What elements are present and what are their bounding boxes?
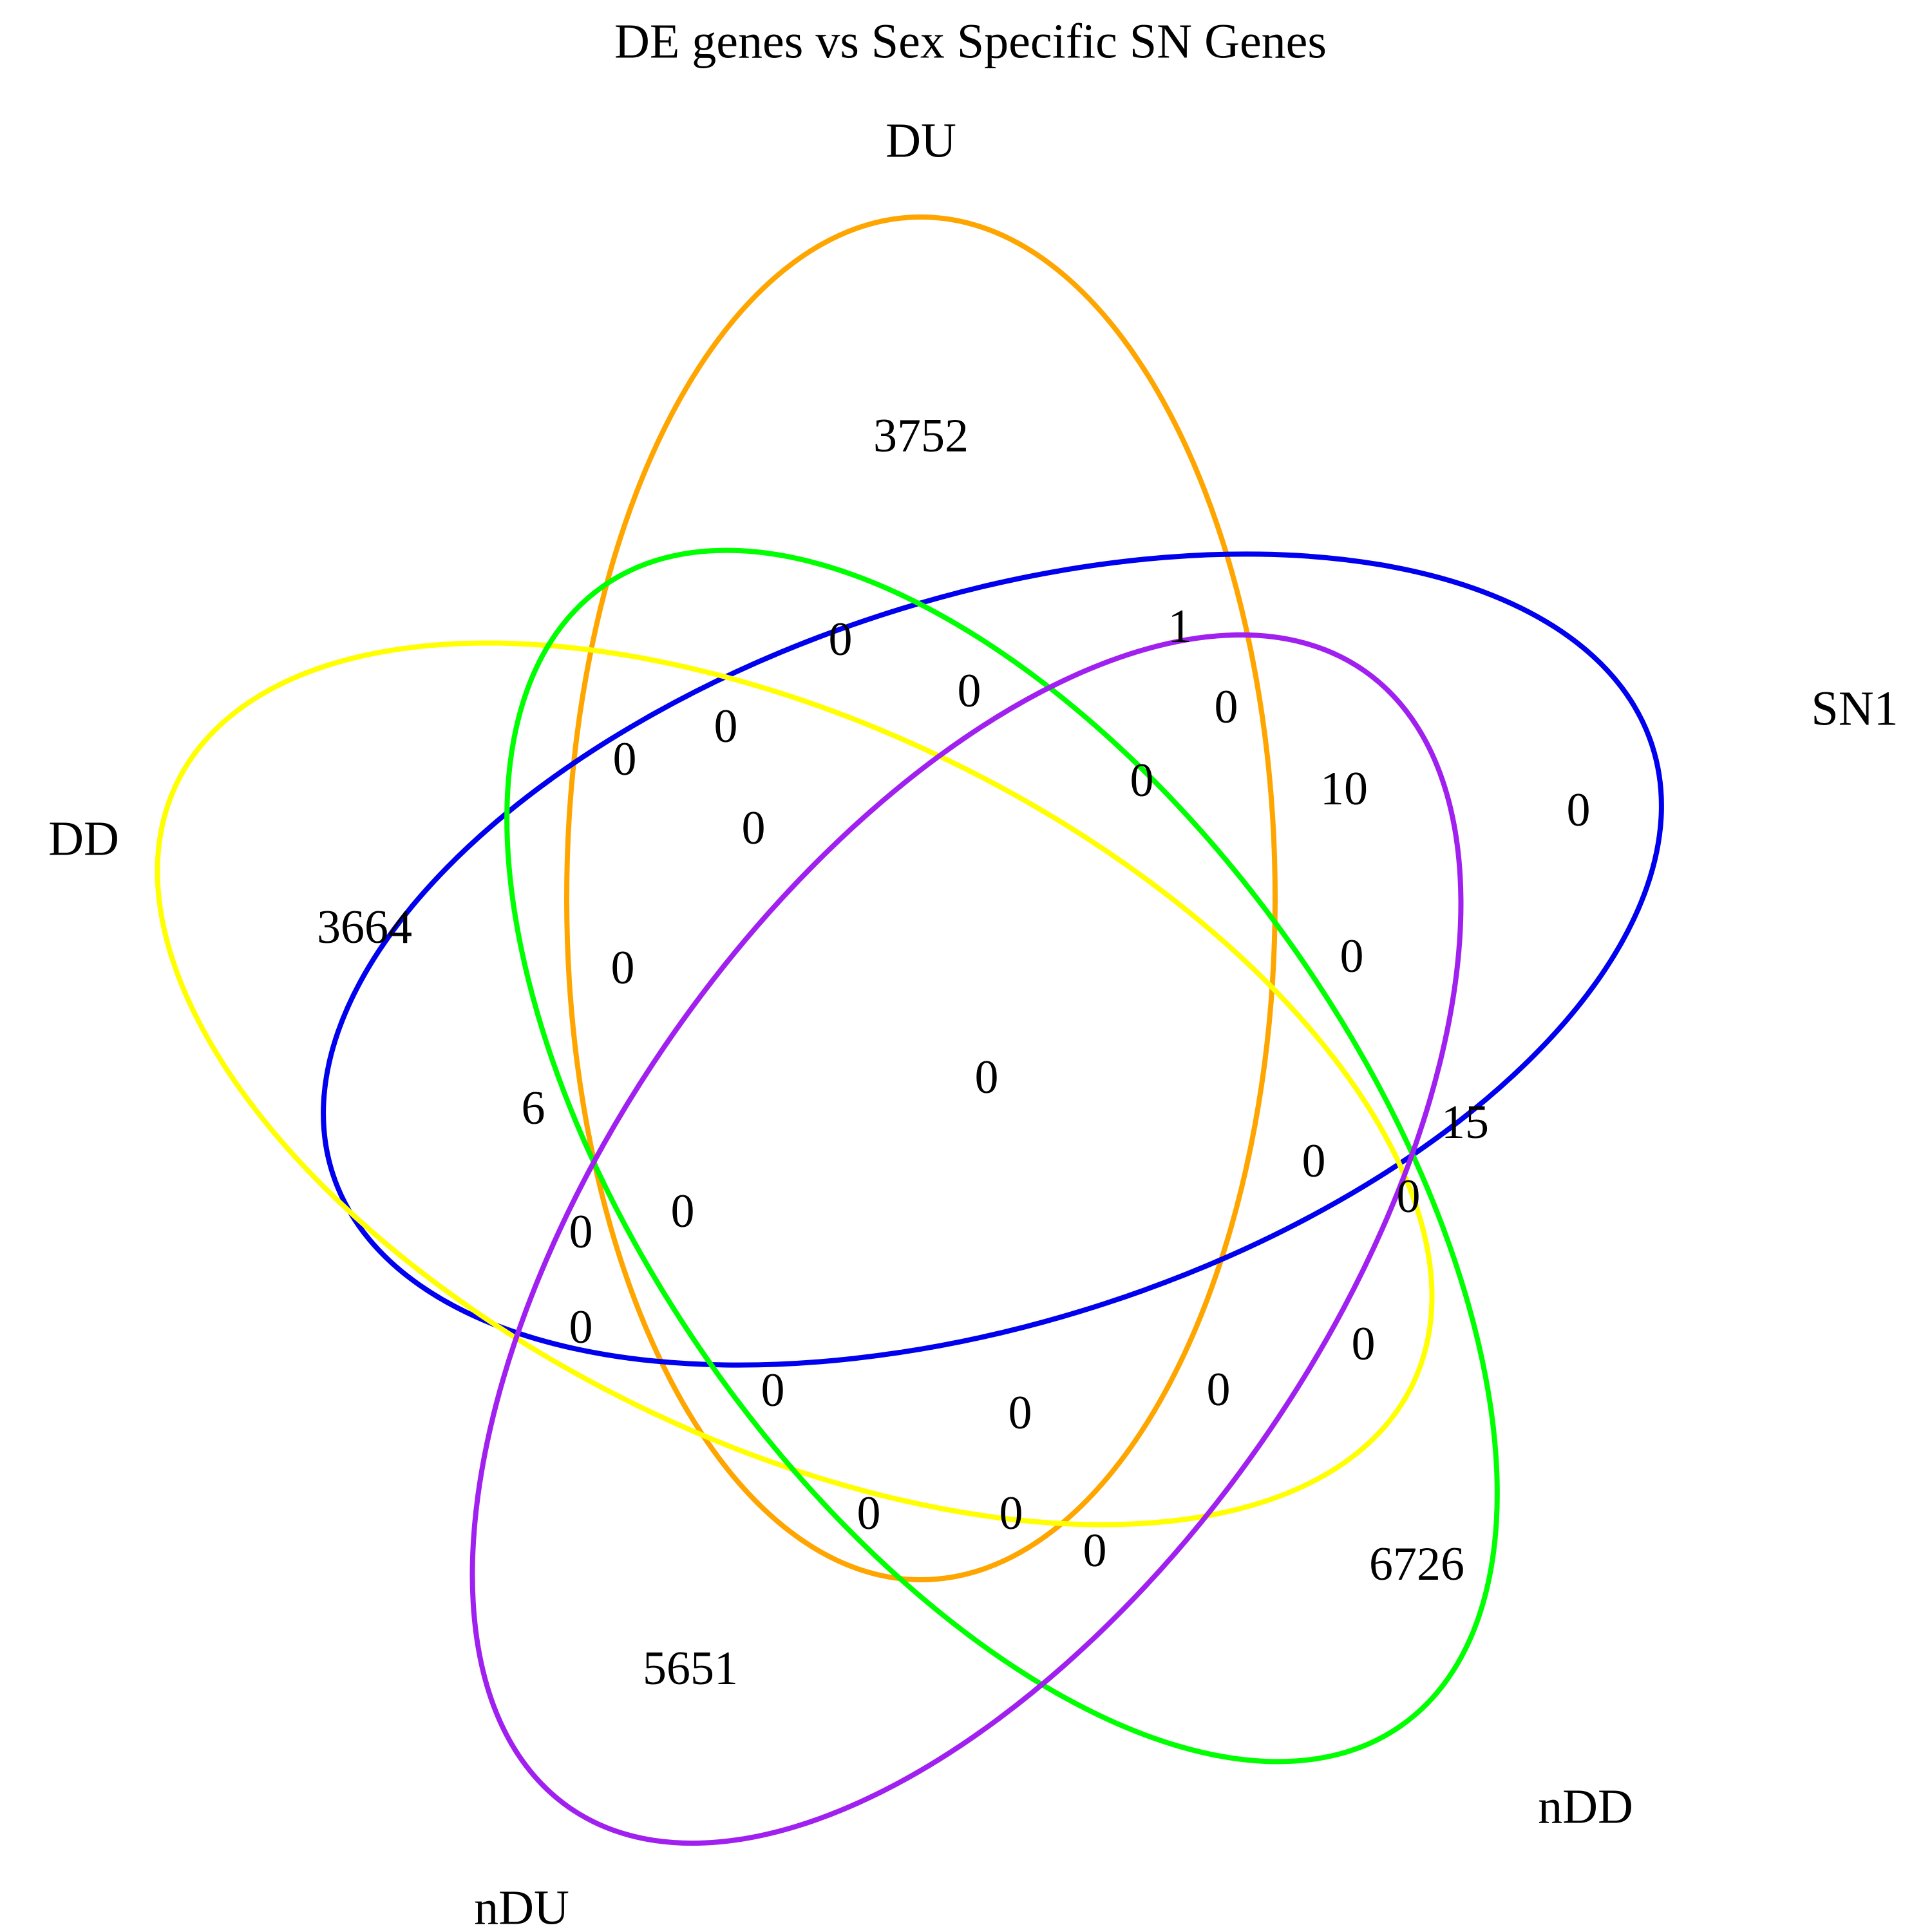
count-sn1-only: 0 [1567,784,1591,837]
set-label-ndd: nDD [1538,1779,1633,1833]
region-count: 0 [1207,1363,1231,1416]
region-count: 0 [1009,1387,1032,1439]
set-label-du: DU [886,113,956,167]
count-ndu-only: 5651 [643,1642,738,1695]
region-count: 0 [569,1206,593,1258]
region-count: 1 [1168,600,1192,653]
set-label-sn1: SN1 [1811,681,1898,735]
set-sn1-ellipse [321,551,1664,1368]
region-count: 0 [714,700,738,753]
set-du-ellipse [564,214,1278,1582]
region-count: 0 [1352,1318,1376,1370]
region-count: 0 [1083,1524,1107,1577]
set-ndd-ellipse [504,547,1500,1765]
region-count: 0 [1397,1170,1421,1223]
region-count: 0 [958,665,981,717]
set-label-ndu: nDU [474,1880,569,1932]
count-du-only: 3752 [873,410,969,462]
region-count: 0 [613,733,637,786]
set-label-dd: DD [48,811,119,866]
count-ndd-only: 6726 [1369,1538,1464,1591]
region-count: 0 [1130,754,1154,807]
count-dd-only: 3664 [317,901,412,954]
region-count: 0 [569,1301,593,1354]
region-count: 0 [742,802,766,855]
set-ndu-ellipse [469,632,1464,1846]
region-count: 0 [857,1487,881,1540]
region-count: 0 [999,1487,1023,1540]
region-count: 0 [829,613,853,666]
region-count: 0 [1302,1135,1326,1188]
region-count: 0 [761,1364,785,1417]
count-center: 0 [975,1051,999,1104]
region-count: 0 [611,942,635,994]
region-count: 0 [671,1185,695,1238]
region-count: 15 [1441,1096,1489,1149]
region-count: 6 [522,1082,545,1135]
region-count: 10 [1320,762,1368,815]
region-count: 0 [1340,930,1364,983]
set-dd-ellipse [155,640,1435,1528]
diagram-title: DE genes vs Sex Specific SN Genes [614,14,1327,68]
region-count: 0 [1215,681,1238,734]
